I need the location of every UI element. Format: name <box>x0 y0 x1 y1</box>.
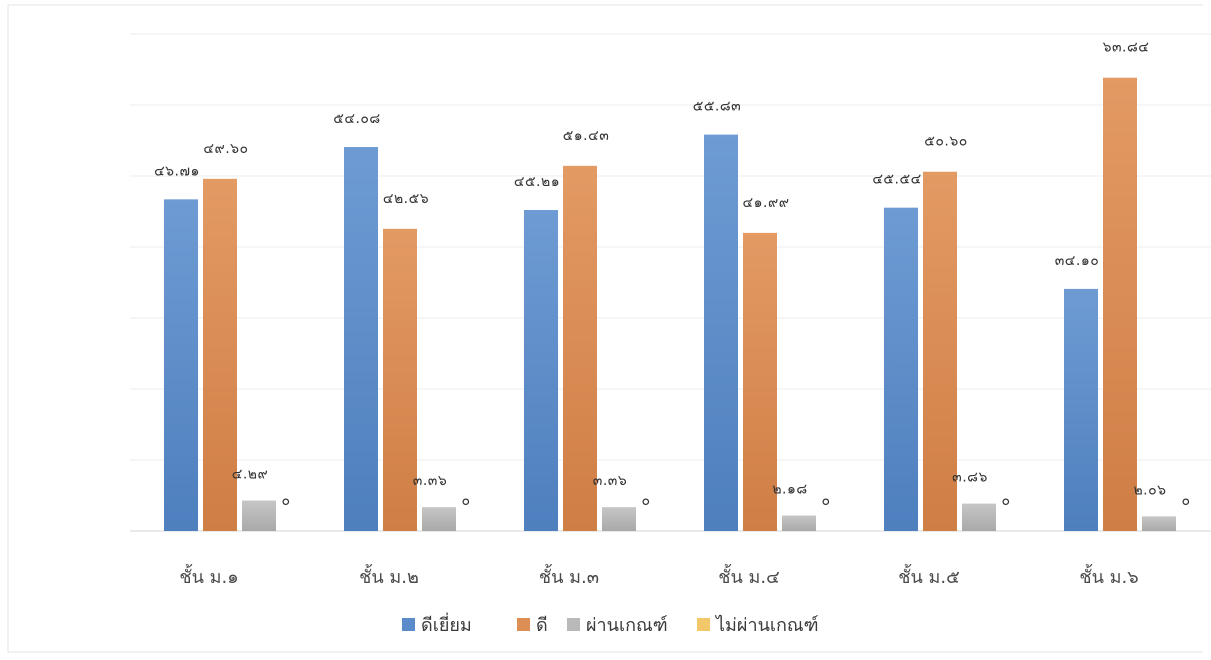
data-label-4-5: ๐ <box>1001 493 1010 509</box>
bar-2-4 <box>743 232 777 531</box>
legend-swatch-4 <box>697 618 710 631</box>
bar-3-3 <box>602 507 636 531</box>
legend-swatch-2 <box>517 618 530 631</box>
x-axis: ชั้น ม.๑ ชั้น ม.๒ ชั้น ม.๓ ชั้น ม.๔ ชั้น ม.๕… <box>179 564 1138 588</box>
data-label-4-1: ๐ <box>281 493 290 509</box>
legend-item-1: ดีเยี่ยม <box>402 612 472 636</box>
bar-1-3 <box>524 210 558 531</box>
data-label-4-3: ๐ <box>641 493 650 509</box>
legend-label-4: ไม่ผ่านเกณฑ์ <box>714 614 819 636</box>
category-label-4: ชั้น ม.๔ <box>718 564 779 588</box>
data-label-1-6: ๓๔.๑๐ <box>1055 253 1100 269</box>
data-label-3-4: ๒.๑๘ <box>772 482 807 498</box>
legend-swatch-1 <box>402 618 415 631</box>
legend-item-2: ดี <box>517 615 548 636</box>
bar-1-5 <box>884 207 918 531</box>
bar-1-2 <box>344 147 378 532</box>
bar-3-1 <box>242 500 276 531</box>
legend: ดีเยี่ยม ดี ผ่านเกณฑ์ ไม่ผ่านเกณฑ์ <box>402 612 819 636</box>
category-label-5: ชั้น ม.๕ <box>898 564 959 588</box>
bar-2-6 <box>1103 77 1137 532</box>
bar-2-3 <box>563 165 597 532</box>
legend-swatch-3 <box>567 618 580 631</box>
category-label-3: ชั้น ม.๓ <box>539 564 599 588</box>
bars <box>164 77 1176 532</box>
bar-2-5 <box>923 171 957 532</box>
bar-3-2 <box>422 507 456 531</box>
data-label-1-4: ๕๕.๘๓ <box>693 99 742 115</box>
data-label-4-6: ๐ <box>1181 493 1190 509</box>
legend-item-4: ไม่ผ่านเกณฑ์ <box>697 614 819 636</box>
gridlines <box>130 33 1211 532</box>
data-label-2-2: ๔๒.๕๖ <box>383 191 429 207</box>
data-label-3-3: ๓.๓๖ <box>593 473 627 489</box>
bar-1-6 <box>1064 288 1098 531</box>
data-label-1-5: ๔๕.๕๔ <box>872 172 921 188</box>
legend-item-3: ผ่านเกณฑ์ <box>567 615 668 636</box>
legend-label-3: ผ่านเกณฑ์ <box>586 615 668 636</box>
bar-3-6 <box>1142 516 1176 531</box>
data-label-1-3: ๔๕.๒๑ <box>514 174 560 190</box>
category-label-1: ชั้น ม.๑ <box>179 564 238 588</box>
data-label-4-4: ๐ <box>821 493 830 509</box>
data-label-1-1: ๔๖.๗๑ <box>154 163 200 179</box>
data-label-3-6: ๒.๐๖ <box>1133 482 1166 498</box>
bar-3-5 <box>962 503 996 531</box>
category-label-6: ชั้น ม.๖ <box>1079 564 1138 588</box>
data-label-2-4: ๔๑.๙๙ <box>743 195 790 211</box>
data-label-2-1: ๔๙.๖๐ <box>203 141 248 157</box>
category-label-2: ชั้น ม.๒ <box>359 564 419 588</box>
data-label-3-1: ๔.๒๙ <box>232 467 269 483</box>
bar-3-4 <box>782 515 816 531</box>
data-label-3-2: ๓.๓๖ <box>413 473 447 489</box>
data-label-2-6: ๖๓.๘๔ <box>1103 40 1150 56</box>
data-label-4-2: ๐ <box>461 493 470 509</box>
legend-label-2: ดี <box>536 615 548 636</box>
bar-1-1 <box>164 199 198 531</box>
bar-1-4 <box>704 134 738 531</box>
bar-2-2 <box>383 228 417 531</box>
data-label-2-3: ๕๑.๔๓ <box>563 128 610 144</box>
legend-label-1: ดีเยี่ยม <box>421 612 472 636</box>
bar-2-1 <box>203 178 237 531</box>
data-label-2-5: ๕๐.๖๐ <box>924 134 968 150</box>
data-label-3-5: ๓.๘๖ <box>952 470 988 486</box>
data-label-1-2: ๕๔.๐๘ <box>333 111 381 127</box>
